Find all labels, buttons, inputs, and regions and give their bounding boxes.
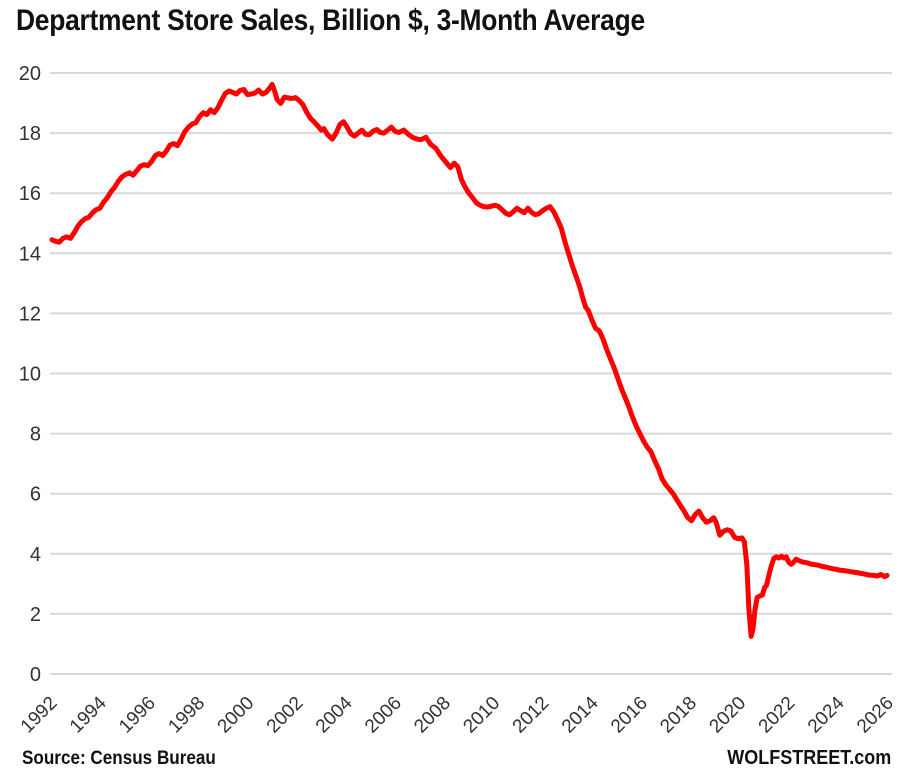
x-tick-label-2012: 2012	[509, 693, 554, 738]
y-tick-label-18: 18	[19, 123, 41, 145]
y-tick-label-2: 2	[30, 604, 41, 626]
y-tick-label-12: 12	[19, 303, 41, 325]
y-tick-label-20: 20	[19, 63, 41, 85]
y-tick-label-0: 0	[30, 664, 41, 686]
y-tick-label-6: 6	[30, 484, 41, 506]
x-tick-label-2010: 2010	[459, 693, 504, 738]
x-tick-label-1994: 1994	[66, 692, 111, 737]
x-tick-label-2022: 2022	[755, 693, 800, 738]
source-note: Source: Census Bureau	[22, 748, 216, 769]
y-tick-label-4: 4	[30, 544, 41, 566]
chart-title: Department Store Sales, Billion $, 3-Mon…	[16, 4, 645, 37]
y-axis-labels: 0 2 4 6 8 10 12 14 16 18 20	[19, 63, 41, 686]
x-axis-labels: 1992 1994 1996 1998 2000 2002 2004 2006 2008 2010…	[17, 692, 898, 737]
x-tick-label-1996: 1996	[115, 693, 160, 738]
series-line	[49, 81, 890, 639]
y-tick-label-16: 16	[19, 183, 41, 205]
x-tick-label-2016: 2016	[607, 693, 652, 738]
x-tick-label-2020: 2020	[705, 693, 750, 738]
x-tick-label-2026: 2026	[853, 693, 898, 738]
x-tick-label-2002: 2002	[263, 693, 308, 738]
x-tick-label-1998: 1998	[164, 693, 209, 738]
x-tick-label-2000: 2000	[214, 693, 259, 738]
brand-label: WOLFSTREET.com	[726, 747, 891, 769]
x-tick-label-2018: 2018	[656, 693, 701, 738]
y-tick-label-10: 10	[19, 364, 41, 386]
y-tick-label-8: 8	[30, 424, 41, 446]
gridlines	[50, 72, 892, 675]
x-tick-label-2006: 2006	[361, 693, 406, 738]
x-tick-label-2024: 2024	[804, 692, 849, 737]
y-tick-label-14: 14	[19, 243, 41, 265]
x-tick-label-2008: 2008	[410, 693, 455, 738]
x-tick-label-2004: 2004	[312, 692, 357, 737]
x-tick-label-2014: 2014	[558, 692, 603, 737]
series-path-0	[49, 81, 890, 639]
x-tick-label-1992: 1992	[17, 693, 62, 738]
